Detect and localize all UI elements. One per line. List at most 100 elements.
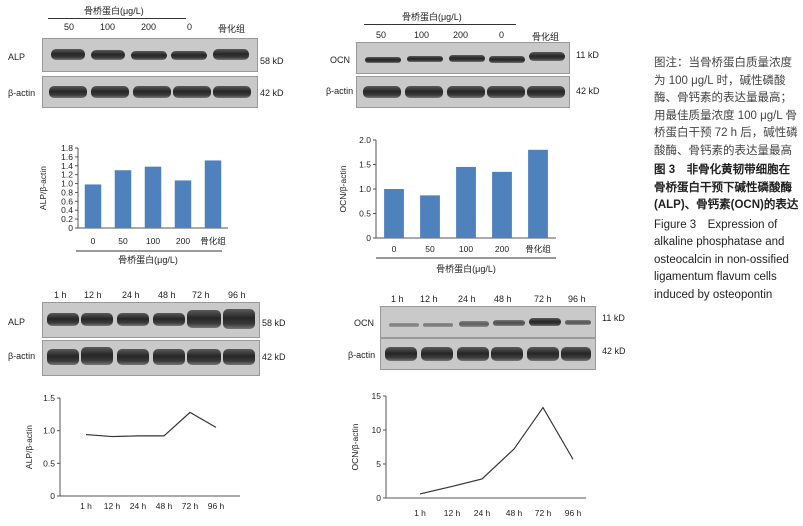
series-line — [419, 406, 574, 495]
panel-d-lane-label: 96 h — [568, 294, 586, 304]
y-tick-label: 1.5 — [43, 393, 55, 403]
x-tick-label: 12 h — [104, 501, 121, 511]
bar — [528, 149, 548, 238]
y-tick-label: 0.4 — [61, 205, 73, 215]
panel-c-lane-label: 12 h — [84, 290, 102, 300]
caption-title-cn: 图 3 非骨化黄韧带细胞在骨桥蛋白干预下碱性磷酸酶(ALP)、骨钙素(OCN)的… — [654, 164, 799, 211]
panel-c-lane-label: 24 h — [122, 290, 140, 300]
blot-row-label: ALP — [8, 317, 26, 327]
y-tick-label: 1.0 — [61, 179, 73, 189]
x-tick-label: 200 — [495, 244, 509, 254]
panel-b-lane-label: 骨化组 — [532, 32, 560, 42]
blot-row-label: β-actin — [8, 351, 36, 361]
y-tick-label: 1.6 — [61, 152, 73, 162]
panel-b-group-line — [364, 24, 516, 25]
panel-c-lane-label: 72 h — [192, 290, 210, 300]
panel-b-lane-label: 0 — [499, 30, 505, 40]
panel-b-group-label: 骨桥蛋白(μg/L) — [402, 12, 462, 22]
y-tick-label: 1.4 — [61, 161, 73, 171]
y-tick-label: 1.0 — [359, 184, 371, 194]
blot-size-label: 42 kD — [576, 86, 600, 96]
chart-alp-time-line: 0 0.5 1.0 1.5 ALP/β-actin 1 h 12 h 24 h 48 h 72 h… — [24, 393, 240, 511]
panel-d-lane-label: 1 h — [391, 294, 404, 304]
y-tick-label: 0.2 — [61, 214, 73, 224]
caption-note: 图注：当骨桥蛋白质量浓度为 100 μg/L 时，碱性磷酸酶、骨钙素的表达量最高… — [654, 57, 798, 157]
y-tick-label: 0 — [376, 493, 381, 503]
chart-ocn-dose-bar: 0 0.5 1.0 1.5 2.0 OCN/β-actin 0 50 100 200 骨化组骨桥蛋白… — [338, 135, 556, 274]
x-tick-label: 48 h — [156, 501, 173, 511]
chart-ocn-time-line: 0 5 10 15 OCN/β-actin 1 h 12 h 24 h 48 h 72 h 96 h — [350, 391, 586, 518]
blot-row-label: OCN — [354, 318, 374, 328]
y-tick-label: 1.5 — [359, 160, 371, 170]
x-tick-label: 50 — [118, 236, 128, 246]
blot-row-label: β-actin — [348, 350, 376, 360]
bar — [144, 166, 162, 228]
x-tick-label: 骨化组 — [200, 236, 226, 246]
panel-b-lane-label: 200 — [453, 30, 469, 40]
blot-row-label: OCN — [330, 55, 350, 65]
bar — [84, 184, 102, 228]
panel-b-lane-label: 50 — [376, 30, 387, 40]
y-tick-label: 1.0 — [43, 426, 55, 436]
y-tick-label: 2.0 — [359, 135, 371, 145]
blot-row-label: β-actin — [8, 88, 36, 98]
panel-c-lane-label: 1 h — [54, 290, 67, 300]
y-tick-label: 0.5 — [43, 458, 55, 468]
blot-row-label: ALP — [8, 52, 26, 62]
beta-actin-blot-strip — [380, 338, 596, 370]
y-tick-label: 0 — [366, 233, 371, 243]
beta-actin-blot-strip — [42, 76, 258, 108]
blot-size-label: 42 kD — [602, 346, 626, 356]
y-tick-label: 1.2 — [61, 170, 73, 180]
beta-actin-blot-strip — [42, 340, 260, 376]
x-axis-label: 骨桥蛋白(μg/L) — [436, 263, 496, 274]
x-tick-label: 0 — [392, 244, 397, 254]
panel-a-group-line — [48, 18, 186, 19]
x-tick-label: 0 — [91, 236, 96, 246]
blot-size-label: 58 kD — [260, 56, 284, 66]
y-tick-label: 10 — [372, 425, 382, 435]
x-tick-label: 24 h — [130, 501, 147, 511]
y-axis-label: ALP/β-actin — [24, 425, 34, 469]
charts-svg: 00.20.40.60.81.01.21.41.61.8ALP/β-actin0… — [24, 135, 586, 518]
y-tick-label: 0 — [68, 223, 73, 233]
y-tick-label: 15 — [372, 391, 382, 401]
bar — [384, 189, 404, 238]
y-tick-label: 0.8 — [61, 187, 73, 197]
blot-size-label: 42 kD — [260, 88, 284, 98]
panel-a-group-label: 骨桥蛋白(μg/L) — [84, 6, 144, 16]
x-tick-label: 12 h — [444, 508, 461, 518]
series-line — [85, 411, 217, 438]
x-tick-label: 1 h — [414, 508, 426, 518]
panel-a-lane-label: 0 — [187, 22, 193, 32]
panel-a-lane-label: 200 — [141, 22, 157, 32]
ocn-blot-strip — [356, 42, 570, 74]
x-tick-label: 50 — [425, 244, 435, 254]
blot-size-label: 11 kD — [602, 313, 625, 323]
y-tick-label: 5 — [376, 459, 381, 469]
panel-b-lane-label: 100 — [414, 30, 430, 40]
x-tick-label: 96 h — [565, 508, 582, 518]
y-axis-label: OCN/β-actin — [338, 165, 348, 212]
panel-a-lane-label: 骨化组 — [218, 24, 246, 34]
bar — [174, 180, 192, 228]
blot-size-label: 11 kD — [576, 50, 599, 60]
bar — [492, 171, 512, 238]
beta-actin-blot-strip — [356, 76, 570, 108]
x-tick-label: 100 — [146, 236, 160, 246]
y-tick-label: 1.8 — [61, 143, 73, 153]
panel-c-lane-label: 48 h — [158, 290, 176, 300]
bar — [420, 195, 440, 238]
y-tick-label: 0.5 — [359, 209, 371, 219]
alp-blot-strip — [42, 38, 258, 72]
chart-alp-dose-bar: 00.20.40.60.81.01.21.41.61.8ALP/β-actin0… — [38, 143, 228, 265]
x-tick-label: 48 h — [506, 508, 523, 518]
figure-caption: 图注：当骨桥蛋白质量浓度为 100 μg/L 时，碱性磷酸酶、骨钙素的表达量最高… — [654, 55, 800, 304]
blot-size-label: 42 kD — [262, 352, 286, 362]
x-axis-label: 骨桥蛋白(μg/L) — [118, 254, 178, 265]
y-axis-label: OCN/β-actin — [350, 423, 360, 470]
y-axis-label: ALP/β-actin — [38, 166, 48, 210]
y-tick-label: 0 — [50, 491, 55, 501]
bar — [204, 160, 222, 228]
panel-d-lane-label: 72 h — [534, 294, 552, 304]
